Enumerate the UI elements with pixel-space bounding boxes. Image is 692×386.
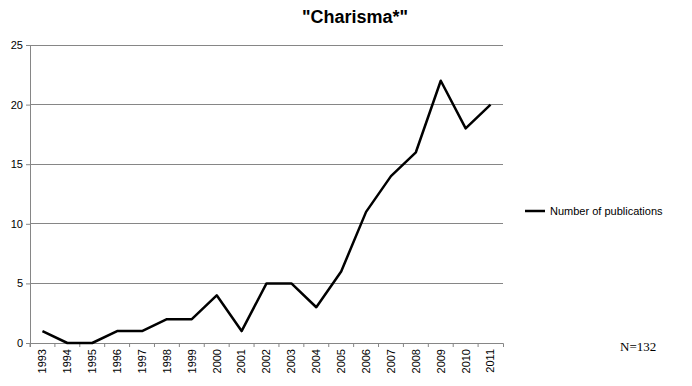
y-tick-mark <box>26 224 30 225</box>
x-tick-mark <box>54 343 55 347</box>
x-tick-label: 2006 <box>360 349 372 373</box>
chart: 0 5 10 15 20 25 1993 1994 1995 1996 1997 1998 1999 20… <box>0 0 692 386</box>
legend-label: Number of publications <box>550 205 663 217</box>
x-tick: 2005 <box>329 343 347 373</box>
y-tick: 15 <box>11 158 30 170</box>
x-tick-mark <box>278 343 279 347</box>
grid <box>30 45 503 343</box>
x-tick-mark <box>30 343 31 347</box>
x-tick-label: 2001 <box>235 349 247 373</box>
x-tick-label: 2011 <box>484 349 496 373</box>
grid-line <box>30 45 503 46</box>
x-tick: 2007 <box>379 343 397 373</box>
x-tick-mark <box>453 343 454 347</box>
x-tick-label: 2003 <box>285 349 297 373</box>
x-tick-label: 1995 <box>86 349 98 373</box>
x-tick-mark <box>353 343 354 347</box>
x-tick-label: 1996 <box>111 349 123 373</box>
x-tick: 1997 <box>130 343 148 373</box>
x-tick-label: 2004 <box>310 349 322 373</box>
x-tick: 2003 <box>279 343 297 373</box>
x-tick-label: 1997 <box>136 349 148 373</box>
x-tick-label: 2007 <box>385 349 397 373</box>
x-tick-label: 2008 <box>410 349 422 373</box>
y-tick: 25 <box>11 39 30 51</box>
y-tick-label: 25 <box>11 39 23 51</box>
x-tick-mark <box>129 343 130 347</box>
series-line <box>42 81 490 343</box>
x-tick: 2008 <box>403 343 421 373</box>
y-tick: 20 <box>11 99 30 111</box>
x-tick-mark <box>154 343 155 347</box>
x-tick-mark <box>104 343 105 347</box>
y-tick-mark <box>26 164 30 165</box>
x-tick-mark <box>428 343 429 347</box>
x-tick-mark <box>254 343 255 347</box>
y-tick-mark <box>26 105 30 106</box>
y-axis: 0 5 10 15 20 25 <box>11 39 31 349</box>
y-tick-label: 10 <box>11 218 23 230</box>
grid-line <box>30 223 503 224</box>
y-tick: 0 <box>17 337 30 349</box>
y-tick-label: 5 <box>17 277 23 289</box>
x-tick-label: 2010 <box>460 349 472 373</box>
x-tick-label: 2005 <box>335 349 347 373</box>
x-tick-label: 2002 <box>260 349 272 373</box>
x-tick-mark <box>378 343 379 347</box>
x-tick-mark <box>303 343 304 347</box>
x-tick-label: 1998 <box>161 349 173 373</box>
x-tick-mark <box>328 343 329 347</box>
x-tick-label: 2009 <box>435 349 447 373</box>
x-tick-label: 1999 <box>186 349 198 373</box>
x-tick: 2009 <box>428 343 446 373</box>
legend: Number of publications <box>525 205 663 217</box>
y-tick-label: 15 <box>11 158 23 170</box>
y-tick-mark <box>26 283 30 284</box>
x-tick-mark <box>204 343 205 347</box>
y-tick-label: 0 <box>17 337 23 349</box>
y-tick: 5 <box>17 277 30 289</box>
y-axis-line <box>26 46 31 344</box>
annotation: N=132 <box>620 339 656 354</box>
y-tick-mark <box>26 343 30 344</box>
x-tick-mark <box>478 343 479 347</box>
x-tick-label: 1993 <box>36 349 48 373</box>
x-tick-mark <box>179 343 180 347</box>
x-tick: 1998 <box>154 343 172 373</box>
x-tick: 2000 <box>204 343 222 373</box>
x-tick: 1994 <box>55 343 73 373</box>
x-tick-label: 1994 <box>61 349 73 373</box>
y-tick-label: 20 <box>11 99 23 111</box>
x-tick: 1996 <box>105 343 123 373</box>
x-tick: 1993 <box>30 343 48 373</box>
title: "Charisma*" <box>302 7 408 27</box>
grid-line <box>30 164 503 165</box>
x-tick: 2006 <box>354 343 372 373</box>
legend-swatch <box>525 210 545 213</box>
x-tick: 2010 <box>453 343 471 373</box>
x-tick: 2001 <box>229 343 247 373</box>
x-axis-line <box>31 344 504 348</box>
x-tick-mark <box>403 343 404 347</box>
plot-area <box>42 81 490 343</box>
x-tick: 1995 <box>80 343 98 373</box>
y-tick: 10 <box>11 218 30 230</box>
x-tick: 1999 <box>179 343 197 373</box>
y-tick-mark <box>26 45 30 46</box>
x-tick-mark <box>229 343 230 347</box>
x-tick: 2002 <box>254 343 272 373</box>
x-tick: 2011 <box>478 343 496 373</box>
x-tick-label: 2000 <box>211 349 223 373</box>
x-tick: 2004 <box>304 343 322 373</box>
x-axis: 1993 1994 1995 1996 1997 1998 1999 2000 2001 2002… <box>30 343 504 373</box>
